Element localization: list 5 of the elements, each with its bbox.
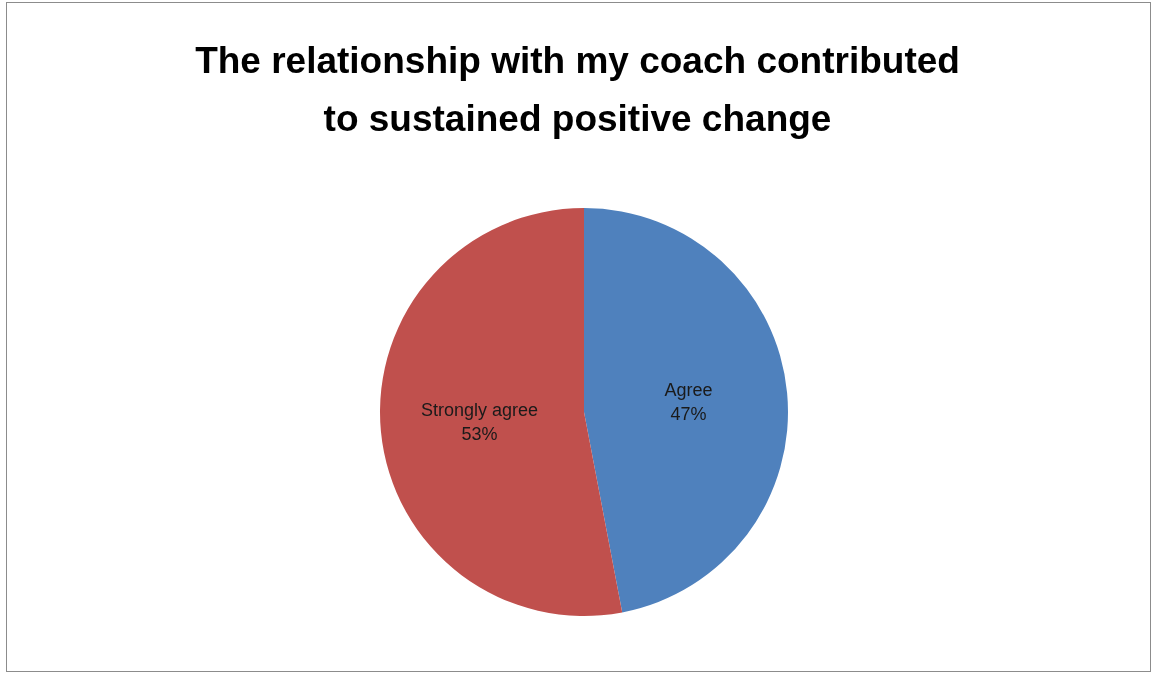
- data-label: 47%: [670, 404, 707, 425]
- slice-label: Strongly agree: [420, 399, 539, 420]
- chart-title: The relationship with my coach contributed to sustained positive change: [195, 39, 960, 139]
- data-label: 53%: [461, 423, 498, 444]
- slice-label: Agree: [664, 380, 713, 401]
